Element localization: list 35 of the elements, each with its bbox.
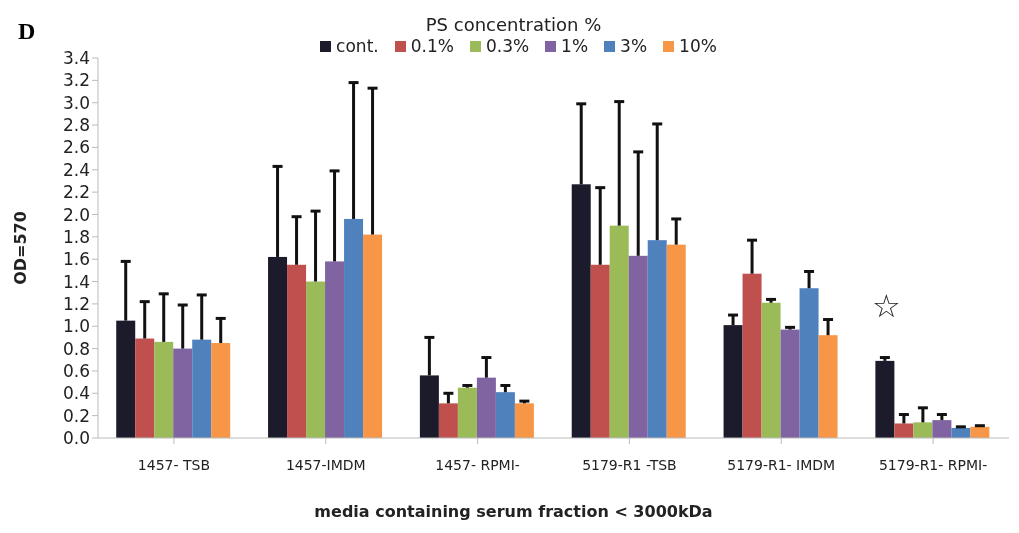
y-tick-label: 1.8: [62, 226, 90, 247]
y-tick-label: 1.4: [62, 271, 90, 292]
x-tick-label: 1457- RPMI-: [435, 456, 520, 473]
y-tick-label: 0.2: [62, 405, 90, 426]
y-tick-label: 1.6: [62, 249, 90, 270]
y-tick-label: 1.2: [62, 293, 90, 314]
y-tick-label: 3.2: [62, 70, 90, 91]
y-tick-label: 3.4: [62, 48, 90, 69]
y-tick-label: 0.8: [62, 338, 90, 359]
y-tick-label: 2.6: [62, 137, 90, 158]
y-tick-label: 2.2: [62, 182, 90, 203]
y-tick-label: 2.4: [62, 159, 90, 180]
legend-label: cont.: [335, 36, 379, 56]
y-tick-label: 2.8: [62, 115, 90, 136]
x-tick-label: 5179-R1 -TSB: [582, 456, 677, 473]
legend-label: 0.3%: [484, 36, 530, 56]
y-tick-label: 0.4: [62, 383, 90, 404]
legend-label: 1%: [560, 36, 589, 56]
chart-title: PS concentration %: [425, 14, 602, 35]
y-axis-title: OD=570: [10, 211, 30, 285]
y-tick-label: 0.6: [62, 360, 90, 381]
x-axis-title: media containing serum fraction < 3000kDa: [313, 502, 714, 521]
text: D: [18, 18, 36, 45]
y-tick-label: 2.0: [62, 204, 90, 225]
x-tick-label: 1457-IMDM: [285, 456, 366, 473]
x-tick-label: 5179-R1- RPMI-: [878, 456, 988, 473]
legend-label: 10%: [678, 36, 717, 56]
y-tick-label: 3.0: [62, 92, 90, 113]
legend-label: 3%: [619, 36, 648, 56]
y-tick-label: 1.0: [62, 316, 90, 337]
x-tick-label: 1457- TSB: [137, 456, 211, 473]
legend-label: 0.1%: [409, 36, 454, 56]
annotation: ☆: [872, 287, 901, 325]
x-tick-label: 5179-R1- IMDM: [727, 456, 836, 473]
y-tick-label: 0.0: [62, 428, 90, 449]
